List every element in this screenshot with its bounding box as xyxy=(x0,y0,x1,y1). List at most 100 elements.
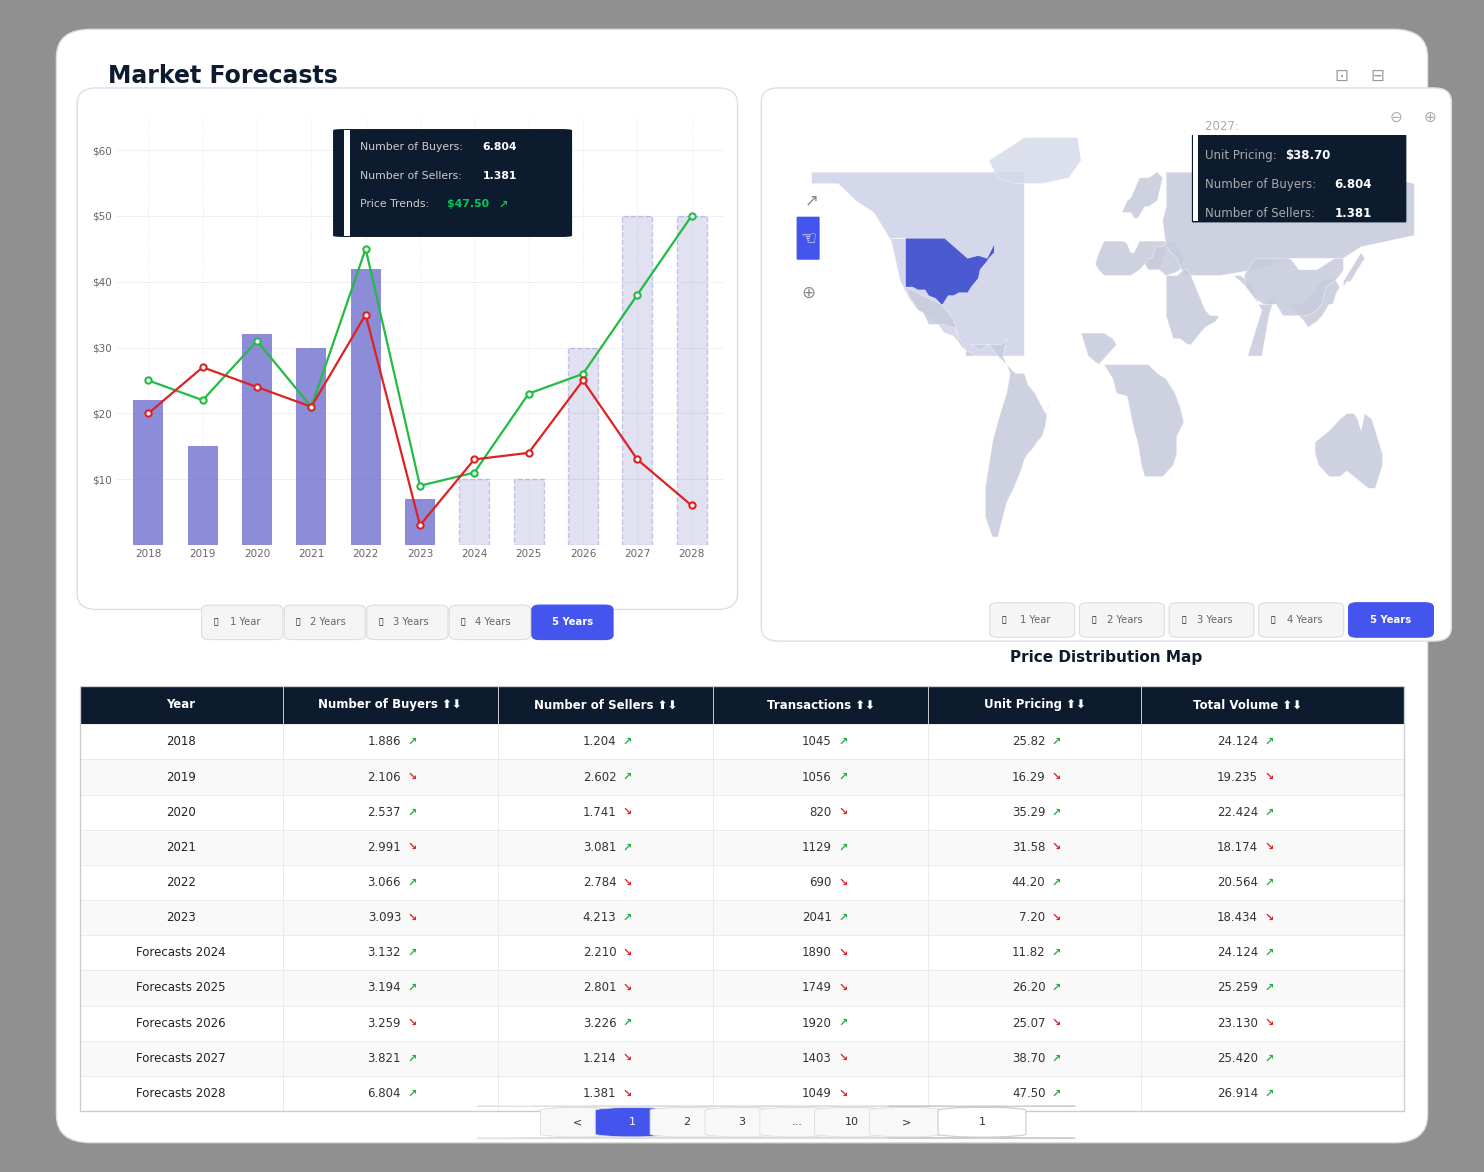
Text: Number of Buyers:: Number of Buyers: xyxy=(1205,178,1321,191)
Text: ↘: ↘ xyxy=(623,983,632,993)
Bar xyxy=(80,686,1404,724)
Bar xyxy=(80,759,1404,795)
FancyBboxPatch shape xyxy=(332,129,573,237)
Text: ↘: ↘ xyxy=(838,1054,847,1063)
Polygon shape xyxy=(1122,172,1162,218)
Text: <: < xyxy=(573,1117,582,1127)
Text: 4.213: 4.213 xyxy=(583,911,616,925)
Text: Market Forecasts: Market Forecasts xyxy=(108,64,338,88)
Text: ...: ... xyxy=(791,1117,803,1127)
FancyBboxPatch shape xyxy=(697,1106,896,1138)
Text: 1920: 1920 xyxy=(801,1016,831,1030)
Text: ↗: ↗ xyxy=(838,843,847,852)
Bar xyxy=(80,830,1404,865)
Text: 🔒: 🔒 xyxy=(378,618,383,627)
Text: 820: 820 xyxy=(809,805,831,819)
Bar xyxy=(134,400,163,545)
Text: ☜: ☜ xyxy=(800,230,816,247)
Text: ↘: ↘ xyxy=(1264,843,1273,852)
Text: Forecasts 2025: Forecasts 2025 xyxy=(137,981,226,995)
Polygon shape xyxy=(1244,258,1343,315)
Text: 1.381: 1.381 xyxy=(482,171,516,182)
Text: Forecasts 2026: Forecasts 2026 xyxy=(137,1016,226,1030)
Text: 🔒: 🔒 xyxy=(1270,615,1276,625)
Text: Number of Sellers:: Number of Sellers: xyxy=(1205,206,1319,219)
Text: ↗: ↗ xyxy=(1264,1089,1273,1098)
Polygon shape xyxy=(1146,241,1184,275)
Bar xyxy=(568,348,598,545)
Text: 18.174: 18.174 xyxy=(1217,840,1258,854)
Text: 2: 2 xyxy=(684,1117,690,1127)
FancyBboxPatch shape xyxy=(797,217,819,260)
FancyBboxPatch shape xyxy=(533,1106,733,1138)
Text: 2.801: 2.801 xyxy=(583,981,616,995)
Polygon shape xyxy=(988,137,1080,184)
Polygon shape xyxy=(1166,270,1220,345)
Text: 2.991: 2.991 xyxy=(368,840,401,854)
Text: ↗: ↗ xyxy=(623,1018,632,1028)
Polygon shape xyxy=(812,172,1024,356)
Text: Unit Pricing:: Unit Pricing: xyxy=(1205,149,1281,162)
Text: Unit Pricing ⬆⬇: Unit Pricing ⬆⬇ xyxy=(984,699,1086,711)
Bar xyxy=(80,865,1404,900)
Text: ↗: ↗ xyxy=(408,983,417,993)
Text: ↗: ↗ xyxy=(623,737,632,747)
Text: 1129: 1129 xyxy=(801,840,831,854)
Text: 24.124: 24.124 xyxy=(1217,946,1258,960)
Text: 🔒: 🔒 xyxy=(1092,615,1097,625)
Text: Transactions ⬆⬇: Transactions ⬆⬇ xyxy=(767,699,876,711)
Text: 25.07: 25.07 xyxy=(1012,1016,1045,1030)
Bar xyxy=(80,795,1404,830)
Text: ↗: ↗ xyxy=(838,1018,847,1028)
FancyBboxPatch shape xyxy=(531,605,613,640)
Text: ↗: ↗ xyxy=(1264,983,1273,993)
Text: 5 Years: 5 Years xyxy=(1370,615,1411,625)
FancyBboxPatch shape xyxy=(367,605,448,640)
Text: 3.132: 3.132 xyxy=(368,946,401,960)
Bar xyxy=(677,216,706,545)
Text: ↗: ↗ xyxy=(623,843,632,852)
Bar xyxy=(242,334,272,545)
Text: ↘: ↘ xyxy=(1052,1018,1061,1028)
Text: 1: 1 xyxy=(978,1117,985,1127)
Text: 35.29: 35.29 xyxy=(1012,805,1045,819)
Text: ⊟: ⊟ xyxy=(1370,67,1385,86)
Text: ↗: ↗ xyxy=(408,1054,417,1063)
Bar xyxy=(80,1076,1404,1111)
Text: 11.82: 11.82 xyxy=(1012,946,1045,960)
FancyBboxPatch shape xyxy=(1258,602,1343,638)
Text: ↘: ↘ xyxy=(1052,772,1061,782)
Text: 3: 3 xyxy=(739,1117,745,1127)
Text: 3 Years: 3 Years xyxy=(392,618,429,627)
FancyBboxPatch shape xyxy=(285,605,365,640)
Text: 2.537: 2.537 xyxy=(368,805,401,819)
Bar xyxy=(80,724,1404,759)
Bar xyxy=(460,479,490,545)
Text: Year: Year xyxy=(166,699,196,711)
Text: 1 Year: 1 Year xyxy=(230,618,261,627)
Text: 3.081: 3.081 xyxy=(583,840,616,854)
Bar xyxy=(80,1041,1404,1076)
Text: Price Trends:: Price Trends: xyxy=(361,199,433,210)
Text: ↗: ↗ xyxy=(804,192,819,210)
Text: Price Distribution Map: Price Distribution Map xyxy=(1011,650,1202,665)
Text: 🔒: 🔒 xyxy=(1002,615,1006,625)
Text: ↘: ↘ xyxy=(408,843,417,852)
Text: ↗: ↗ xyxy=(1052,983,1061,993)
Text: 3.093: 3.093 xyxy=(368,911,401,925)
Text: ↘: ↘ xyxy=(1264,772,1273,782)
Text: 26.20: 26.20 xyxy=(1012,981,1045,995)
Text: Forecasts 2028: Forecasts 2028 xyxy=(137,1086,226,1101)
Polygon shape xyxy=(1095,241,1166,275)
Text: ↘: ↘ xyxy=(408,1018,417,1028)
Text: ↗: ↗ xyxy=(1264,808,1273,817)
Text: 1403: 1403 xyxy=(801,1051,831,1065)
Bar xyxy=(297,348,326,545)
Text: 1.204: 1.204 xyxy=(583,735,616,749)
Text: 4 Years: 4 Years xyxy=(475,618,510,627)
Text: 22.424: 22.424 xyxy=(1217,805,1258,819)
Polygon shape xyxy=(892,238,994,305)
Polygon shape xyxy=(1080,333,1184,477)
Bar xyxy=(344,130,350,236)
Text: 1890: 1890 xyxy=(801,946,831,960)
